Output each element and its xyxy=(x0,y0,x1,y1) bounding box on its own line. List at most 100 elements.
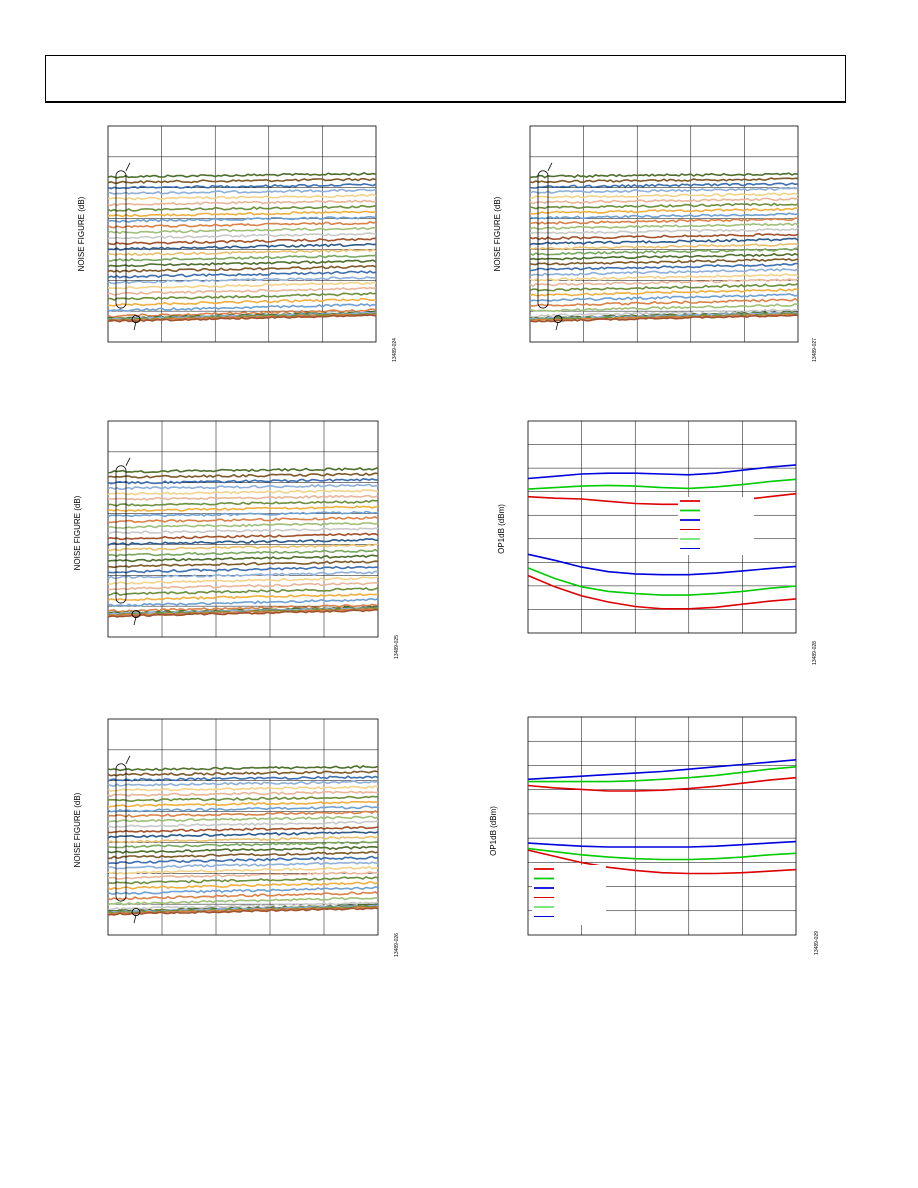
series-line xyxy=(529,262,799,272)
series-line xyxy=(107,570,379,580)
plot-frame xyxy=(529,125,799,343)
series-line xyxy=(529,242,799,251)
series-line xyxy=(107,264,377,273)
series-line xyxy=(107,875,379,885)
series-line xyxy=(529,237,799,246)
grid xyxy=(527,716,797,936)
series-line xyxy=(107,795,379,803)
series-line xyxy=(107,226,377,235)
series-group xyxy=(529,172,799,323)
series-line xyxy=(529,252,799,261)
series-line xyxy=(529,202,799,210)
series-line xyxy=(529,212,799,220)
series-line xyxy=(107,270,377,279)
series-line xyxy=(107,254,377,262)
series-group xyxy=(107,466,379,618)
figure-code: 13489-026 xyxy=(394,933,400,957)
series-line xyxy=(107,608,379,618)
series-group xyxy=(527,464,797,610)
series-line xyxy=(107,204,377,212)
bracket-shape xyxy=(115,465,127,604)
series-line xyxy=(107,510,379,518)
y-axis-label: OP1dB (dBm) xyxy=(489,806,498,856)
series-line xyxy=(107,242,377,251)
series-line xyxy=(107,820,379,829)
series-line xyxy=(529,278,799,288)
series-line xyxy=(107,810,379,818)
series-line xyxy=(107,835,379,844)
y-axis-label: NOISE FIGURE (dB) xyxy=(73,495,82,570)
series-line xyxy=(529,311,799,320)
series-line xyxy=(107,790,379,798)
series-line xyxy=(529,192,799,200)
series-line xyxy=(529,222,799,230)
series-line xyxy=(107,855,379,865)
series-line xyxy=(107,537,379,547)
annotation-bracket xyxy=(115,755,141,924)
series-line xyxy=(529,187,799,194)
series-line xyxy=(107,522,379,530)
series-line xyxy=(107,177,377,185)
series-line xyxy=(529,268,799,277)
bracket-pointer-bottom xyxy=(133,321,137,331)
noise-figure-chart-mid-left: NOISE FIGURE (dB) 13489-025 xyxy=(73,420,400,659)
series-line xyxy=(107,861,379,870)
series-line xyxy=(529,172,799,179)
series-line xyxy=(527,464,797,480)
series-line xyxy=(527,492,797,506)
series-line xyxy=(107,489,379,496)
series-line xyxy=(107,248,377,257)
series-line xyxy=(528,766,797,783)
op1db-chart-mid-right: OP1dB (dBm) 13489-028 xyxy=(497,420,818,665)
series-line xyxy=(107,472,379,479)
series-line xyxy=(527,553,797,576)
figure-code: 13489-027 xyxy=(812,338,818,362)
series-line xyxy=(107,308,377,318)
series-line xyxy=(107,543,379,552)
series-line xyxy=(107,477,379,485)
y-axis-label: NOISE FIGURE (dB) xyxy=(493,196,502,271)
series-line xyxy=(107,576,379,586)
series-line xyxy=(107,188,377,195)
series-line xyxy=(107,276,377,285)
plot-frame xyxy=(107,420,379,638)
series-line xyxy=(527,840,797,848)
bracket-shape xyxy=(115,170,127,309)
series-line xyxy=(527,847,797,861)
series-line xyxy=(107,840,379,849)
series-line xyxy=(107,598,379,607)
series-line xyxy=(107,505,379,513)
bracket-pointer-top xyxy=(125,162,131,171)
series-line xyxy=(107,565,379,574)
series-line xyxy=(107,826,379,834)
series-line xyxy=(527,478,797,490)
y-axis-label: NOISE FIGURE (dB) xyxy=(77,196,86,271)
bracket-pointer-bottom xyxy=(133,616,137,626)
series-line xyxy=(107,281,377,290)
series-line xyxy=(107,906,379,916)
series-line xyxy=(107,891,379,901)
series-line xyxy=(107,830,379,839)
series-group xyxy=(107,171,377,323)
series-line xyxy=(107,592,379,602)
grid xyxy=(527,420,797,634)
series-line xyxy=(107,896,379,906)
figure-code: 13489-028 xyxy=(812,641,818,665)
series-line xyxy=(107,865,379,875)
noise-figure-chart-bottom-left: NOISE FIGURE (dB) 13489-026 xyxy=(73,718,400,957)
bracket-shape xyxy=(537,170,549,309)
series-line xyxy=(107,603,379,613)
series-line xyxy=(529,288,799,297)
series-line xyxy=(107,303,377,312)
series-line xyxy=(107,886,379,896)
series-line xyxy=(529,227,799,235)
legend xyxy=(532,865,606,925)
series-line xyxy=(529,177,799,184)
noise-figure-chart-top-right: NOISE FIGURE (dB) 13489-027 xyxy=(493,125,818,362)
figure-code: 13489-029 xyxy=(814,931,820,955)
legend-box xyxy=(532,865,606,925)
series-line xyxy=(107,785,378,793)
series-line xyxy=(107,815,379,823)
bracket-shape xyxy=(115,763,127,902)
series-line xyxy=(107,199,377,207)
